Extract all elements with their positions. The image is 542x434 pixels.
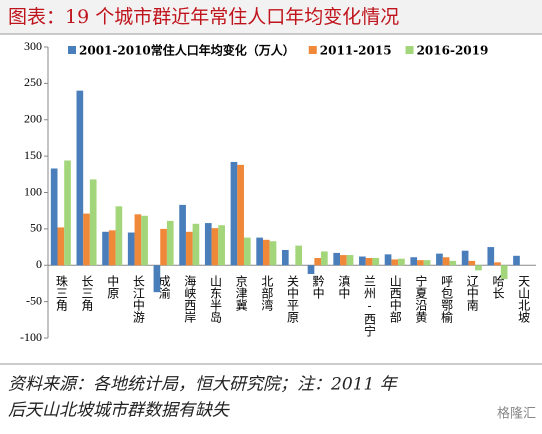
bar — [230, 161, 238, 266]
x-tick-label: 哈长 — [491, 275, 505, 299]
legend-swatch — [68, 46, 76, 54]
bar — [269, 241, 277, 266]
bar — [243, 237, 251, 266]
y-tick-label: 150 — [24, 148, 42, 162]
y-tick-label: 50 — [30, 221, 42, 235]
bar — [262, 239, 270, 266]
bar — [423, 260, 431, 266]
x-tick-label: 呼包鄂榆 — [440, 275, 454, 323]
y-tick-label: -50 — [26, 293, 42, 307]
x-tick-label: 滇中 — [337, 275, 351, 299]
bar — [76, 90, 84, 266]
title-bar — [0, 0, 542, 34]
bar — [192, 223, 200, 266]
y-tick-label: 300 — [24, 39, 42, 53]
bar — [237, 164, 244, 266]
x-tick-label: 成渝 — [157, 275, 171, 299]
legend-swatch — [308, 46, 317, 54]
bar — [307, 265, 315, 274]
footer-note: 后天山北坡城市群数据有缺失 — [8, 401, 230, 421]
bar — [372, 257, 380, 266]
bar — [442, 257, 450, 266]
y-tick-label: 250 — [24, 75, 42, 89]
bar — [102, 231, 109, 266]
bar — [64, 160, 71, 266]
bar — [281, 249, 289, 266]
bar — [108, 230, 116, 266]
bar — [295, 245, 303, 266]
bar — [436, 253, 443, 266]
x-tick-label: 天山北坡 — [517, 275, 531, 323]
x-tick-label: 长三角 — [80, 275, 94, 312]
bar — [50, 168, 58, 266]
bar — [83, 213, 90, 266]
bar — [410, 257, 418, 266]
x-tick-label: 京津冀 — [234, 275, 248, 312]
bar — [500, 265, 508, 280]
bar — [391, 259, 399, 266]
bar — [134, 214, 142, 266]
bar — [204, 223, 212, 266]
y-tick-label: 0 — [36, 257, 42, 271]
bar — [160, 228, 167, 266]
bar — [115, 206, 123, 266]
legend-label: 2011-2015 — [320, 44, 392, 58]
bar — [398, 258, 405, 266]
bar — [127, 232, 135, 266]
bar — [185, 231, 193, 266]
x-tick-label: 黔中 — [311, 274, 325, 299]
bar — [89, 179, 97, 266]
y-tick-label: -100 — [20, 330, 42, 344]
x-tick-label: 山东半岛 — [208, 275, 222, 324]
bar — [256, 237, 263, 266]
bar — [340, 255, 347, 266]
bar — [211, 228, 219, 266]
y-tick-label: 100 — [24, 184, 42, 198]
footer-note: 资料来源：各地统计局，恒大研究院；注：2011 年 — [8, 375, 399, 395]
legend-label: 2016-2019 — [417, 44, 489, 58]
bar — [346, 255, 354, 266]
bar — [314, 257, 322, 266]
bar — [449, 260, 457, 266]
x-tick-label: 宁夏沿黄 — [414, 274, 428, 324]
bar — [417, 260, 424, 266]
x-tick-label: 辽中南 — [465, 275, 479, 311]
legend-swatch — [405, 46, 414, 54]
bar — [475, 265, 482, 271]
bar — [487, 247, 495, 266]
bar — [359, 256, 366, 266]
bar — [468, 260, 476, 266]
chart-title: 图表：19 个城市群近年常住人口年均变化情况 — [8, 6, 399, 28]
bar — [494, 262, 501, 266]
x-tick-label: 珠三角 — [54, 275, 68, 312]
bar — [153, 265, 161, 293]
bar — [365, 257, 373, 266]
legend-label: 2001-2010常住人口年均变化（万人） — [79, 43, 295, 58]
bar — [321, 251, 328, 266]
x-tick-label: 北部湾 — [260, 275, 274, 312]
watermark: 格隆汇 — [497, 406, 536, 422]
bar — [333, 252, 341, 266]
x-tick-label: 长江中游 — [131, 275, 145, 323]
bar — [166, 220, 174, 266]
y-tick-label: 200 — [24, 112, 42, 126]
bar — [141, 215, 148, 266]
bar — [384, 254, 392, 266]
bar — [513, 255, 520, 266]
bar — [461, 250, 469, 266]
bar — [57, 227, 65, 266]
bar — [218, 225, 225, 266]
x-tick-label: 山西中部 — [388, 275, 402, 323]
x-tick-label: 关中平原 — [286, 275, 300, 323]
x-tick-label: 海峡西岸 — [183, 274, 197, 323]
x-tick-label: 兰州-西宁 — [363, 275, 377, 337]
bar — [179, 204, 186, 266]
x-tick-label: 中原 — [106, 274, 120, 299]
